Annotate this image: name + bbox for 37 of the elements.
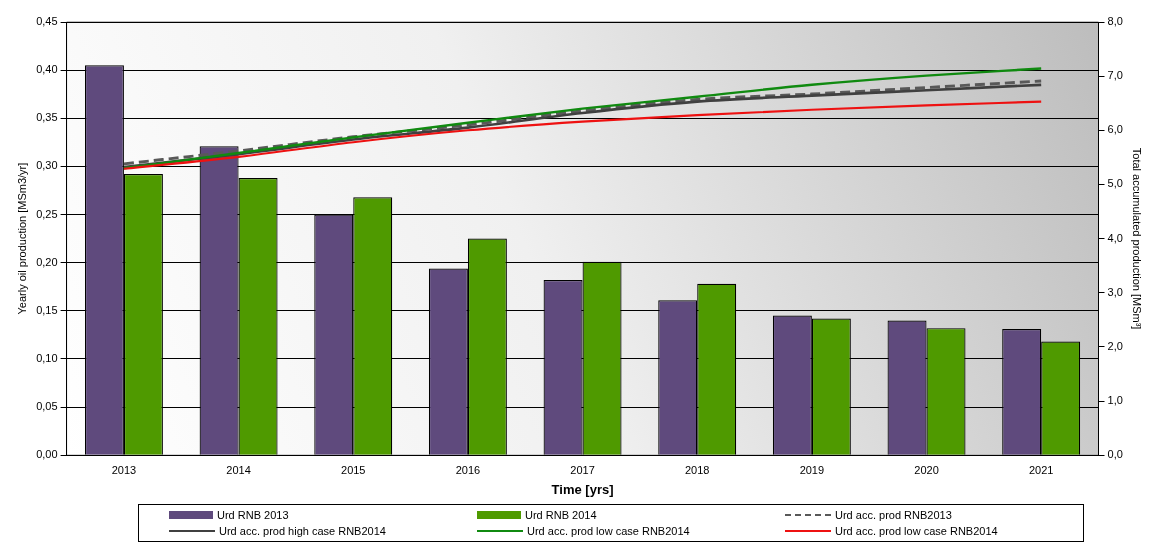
y-tick-label: 0,45 <box>36 15 58 28</box>
x-axis-title: Time [yrs] <box>551 481 614 497</box>
y-tick-label: 0,40 <box>36 63 58 76</box>
y-tick-label: 0,05 <box>36 400 58 413</box>
y-tick-label: 0,30 <box>36 159 58 172</box>
y2-tick-label: 1,0 <box>1107 394 1123 407</box>
legend-label: Urd RNB 2013 <box>217 509 289 521</box>
x-tick-label: 2019 <box>799 463 825 476</box>
x-tick-label: 2020 <box>914 463 939 476</box>
legend-label: Urd RNB 2014 <box>525 509 597 521</box>
y-tick-label: 0,20 <box>36 255 58 268</box>
y2-tick-label: 3,0 <box>1107 285 1123 298</box>
y-tick-label: 0,15 <box>36 303 58 316</box>
y2-tick-label: 7,0 <box>1107 69 1123 82</box>
x-tick-label: 2014 <box>226 463 251 476</box>
y-tick-label: 0,10 <box>36 351 58 364</box>
legend-label: Urd acc. prod high case RNB2014 <box>219 525 386 537</box>
x-tick-label: 2016 <box>455 463 481 476</box>
y2-tick-label: 6,0 <box>1107 123 1123 136</box>
y2-tick-label: 8,0 <box>1107 15 1123 28</box>
y2-axis-title: Total accumulated production [MSm³] <box>1131 147 1144 330</box>
y-tick-label: 0,35 <box>36 111 58 124</box>
x-tick-label: 2015 <box>341 463 366 476</box>
y2-tick-label: 5,0 <box>1107 177 1123 190</box>
x-tick-label: 2021 <box>1028 463 1054 476</box>
y2-tick-label: 0,0 <box>1107 448 1123 461</box>
x-tick-label: 2017 <box>570 463 595 476</box>
x-tick-label: 2013 <box>111 463 137 476</box>
legend-label: Urd acc. prod RNB2013 <box>835 509 952 521</box>
y-tick-label: 0,25 <box>36 207 58 220</box>
y-axis-title: Yearly oil production [MSm3/yr] <box>15 162 28 315</box>
y-tick-label: 0,00 <box>36 448 58 461</box>
legend-label: Urd acc. prod low case RNB2014 <box>527 525 690 537</box>
x-tick-label: 2018 <box>684 463 710 476</box>
legend-label: Urd acc. prod low case RNB2014 <box>835 525 998 537</box>
y2-tick-label: 4,0 <box>1107 231 1123 244</box>
y2-tick-label: 2,0 <box>1107 339 1123 352</box>
